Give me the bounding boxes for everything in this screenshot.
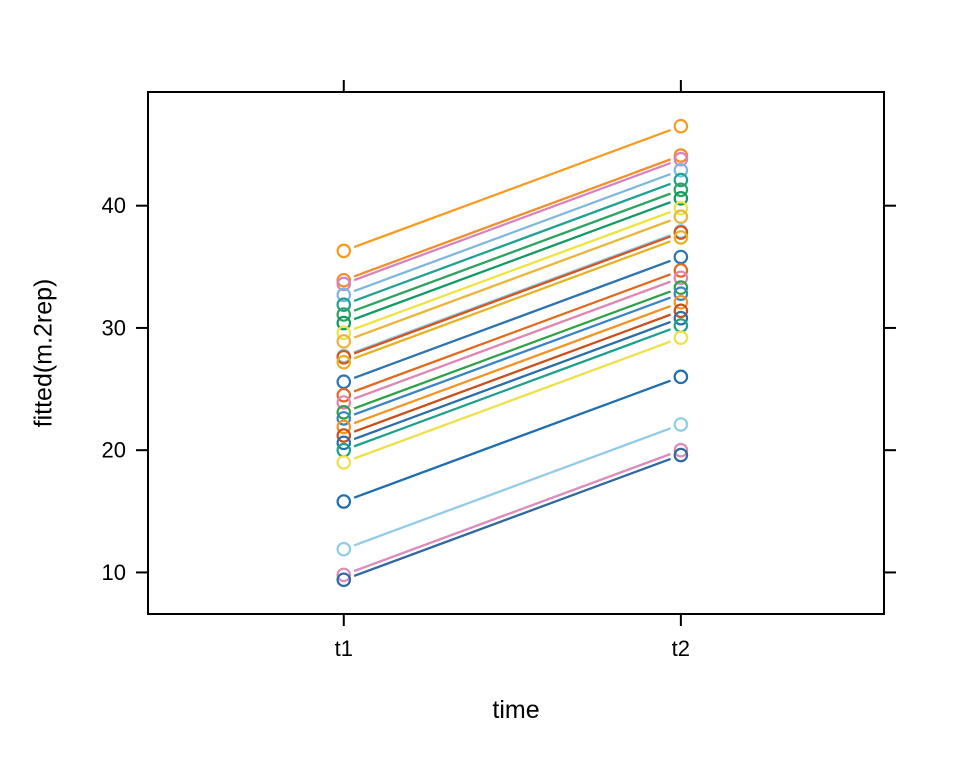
series-point-t1 xyxy=(336,315,352,331)
series-line xyxy=(353,240,671,360)
series-point-t1 xyxy=(336,354,352,370)
series-point-t1 xyxy=(336,307,352,322)
series-point-t2 xyxy=(673,442,689,458)
series-point-t1 xyxy=(336,243,352,259)
series-line xyxy=(353,158,671,278)
series-point-t2 xyxy=(673,225,689,240)
series-line xyxy=(353,340,671,460)
series-line xyxy=(353,320,671,441)
series-point-t2 xyxy=(673,447,689,463)
series-line xyxy=(353,235,671,355)
series-line xyxy=(353,280,671,400)
x-tick-label: t2 xyxy=(672,636,690,661)
series-point-t2 xyxy=(673,318,689,333)
series-point-t2 xyxy=(673,280,689,295)
series-line xyxy=(353,290,671,410)
series-line xyxy=(353,273,671,393)
series-line xyxy=(353,161,671,282)
series-point-t1 xyxy=(336,387,352,403)
y-tick-label: 20 xyxy=(102,438,126,463)
series-line xyxy=(353,296,671,416)
series-point-t2 xyxy=(673,330,689,346)
y-tick-label: 40 xyxy=(102,193,126,218)
series-point-t1 xyxy=(336,395,352,410)
series-point-t1 xyxy=(336,572,352,588)
series-point-t2 xyxy=(673,200,689,216)
series-point-t2 xyxy=(673,417,689,432)
series-line xyxy=(353,172,671,293)
series-line xyxy=(353,259,671,379)
series-point-t2 xyxy=(673,303,689,319)
series-point-t2 xyxy=(673,209,689,224)
series-point-t1 xyxy=(336,349,352,365)
series-point-t1 xyxy=(336,325,352,341)
x-axis-label: time xyxy=(492,696,540,724)
series-point-t2 xyxy=(673,369,689,385)
series-point-t2 xyxy=(673,230,689,245)
series-point-t1 xyxy=(336,435,352,451)
series-point-t1 xyxy=(336,374,352,390)
series-line xyxy=(353,305,671,425)
series-point-t1 xyxy=(336,428,352,443)
series-line xyxy=(353,313,671,433)
series-point-t1 xyxy=(336,297,352,313)
series-line xyxy=(353,457,671,578)
series-point-t2 xyxy=(673,118,689,134)
series-line xyxy=(353,210,671,331)
series-line xyxy=(353,219,671,339)
series-point-t1 xyxy=(336,334,352,349)
series-point-t1 xyxy=(336,411,352,426)
y-tick-label: 10 xyxy=(102,560,126,585)
series-point-t1 xyxy=(336,541,352,557)
series-line xyxy=(353,128,671,249)
x-tick-label: t1 xyxy=(335,636,353,661)
series-point-t2 xyxy=(673,249,689,265)
series-line xyxy=(353,427,671,547)
series-point-t2 xyxy=(673,310,689,326)
series-line xyxy=(353,452,671,573)
series-line xyxy=(353,192,671,312)
series-point-t2 xyxy=(673,286,689,302)
series-point-t1 xyxy=(336,567,352,583)
series-point-t1 xyxy=(336,455,352,470)
series-point-t1 xyxy=(336,404,352,420)
series-point-t1 xyxy=(336,419,352,435)
series-line xyxy=(353,201,671,321)
series-point-t2 xyxy=(673,263,689,278)
series-point-t1 xyxy=(336,494,352,509)
series-point-t2 xyxy=(673,294,689,310)
series-point-t2 xyxy=(673,270,689,286)
series-point-t2 xyxy=(673,191,689,206)
series-line xyxy=(353,182,671,302)
plot-frame xyxy=(147,91,885,615)
series-point-t2 xyxy=(673,182,689,198)
series-point-t2 xyxy=(673,172,689,188)
y-axis-label: fitted(m.2rep) xyxy=(29,278,58,428)
series-point-t1 xyxy=(336,276,352,292)
y-tick-label: 30 xyxy=(102,315,126,340)
series-point-t1 xyxy=(336,287,352,303)
series-line xyxy=(353,379,671,499)
series-point-t2 xyxy=(673,162,689,178)
series-point-t1 xyxy=(336,442,352,458)
series-point-t2 xyxy=(673,151,689,167)
series-line xyxy=(353,328,671,448)
